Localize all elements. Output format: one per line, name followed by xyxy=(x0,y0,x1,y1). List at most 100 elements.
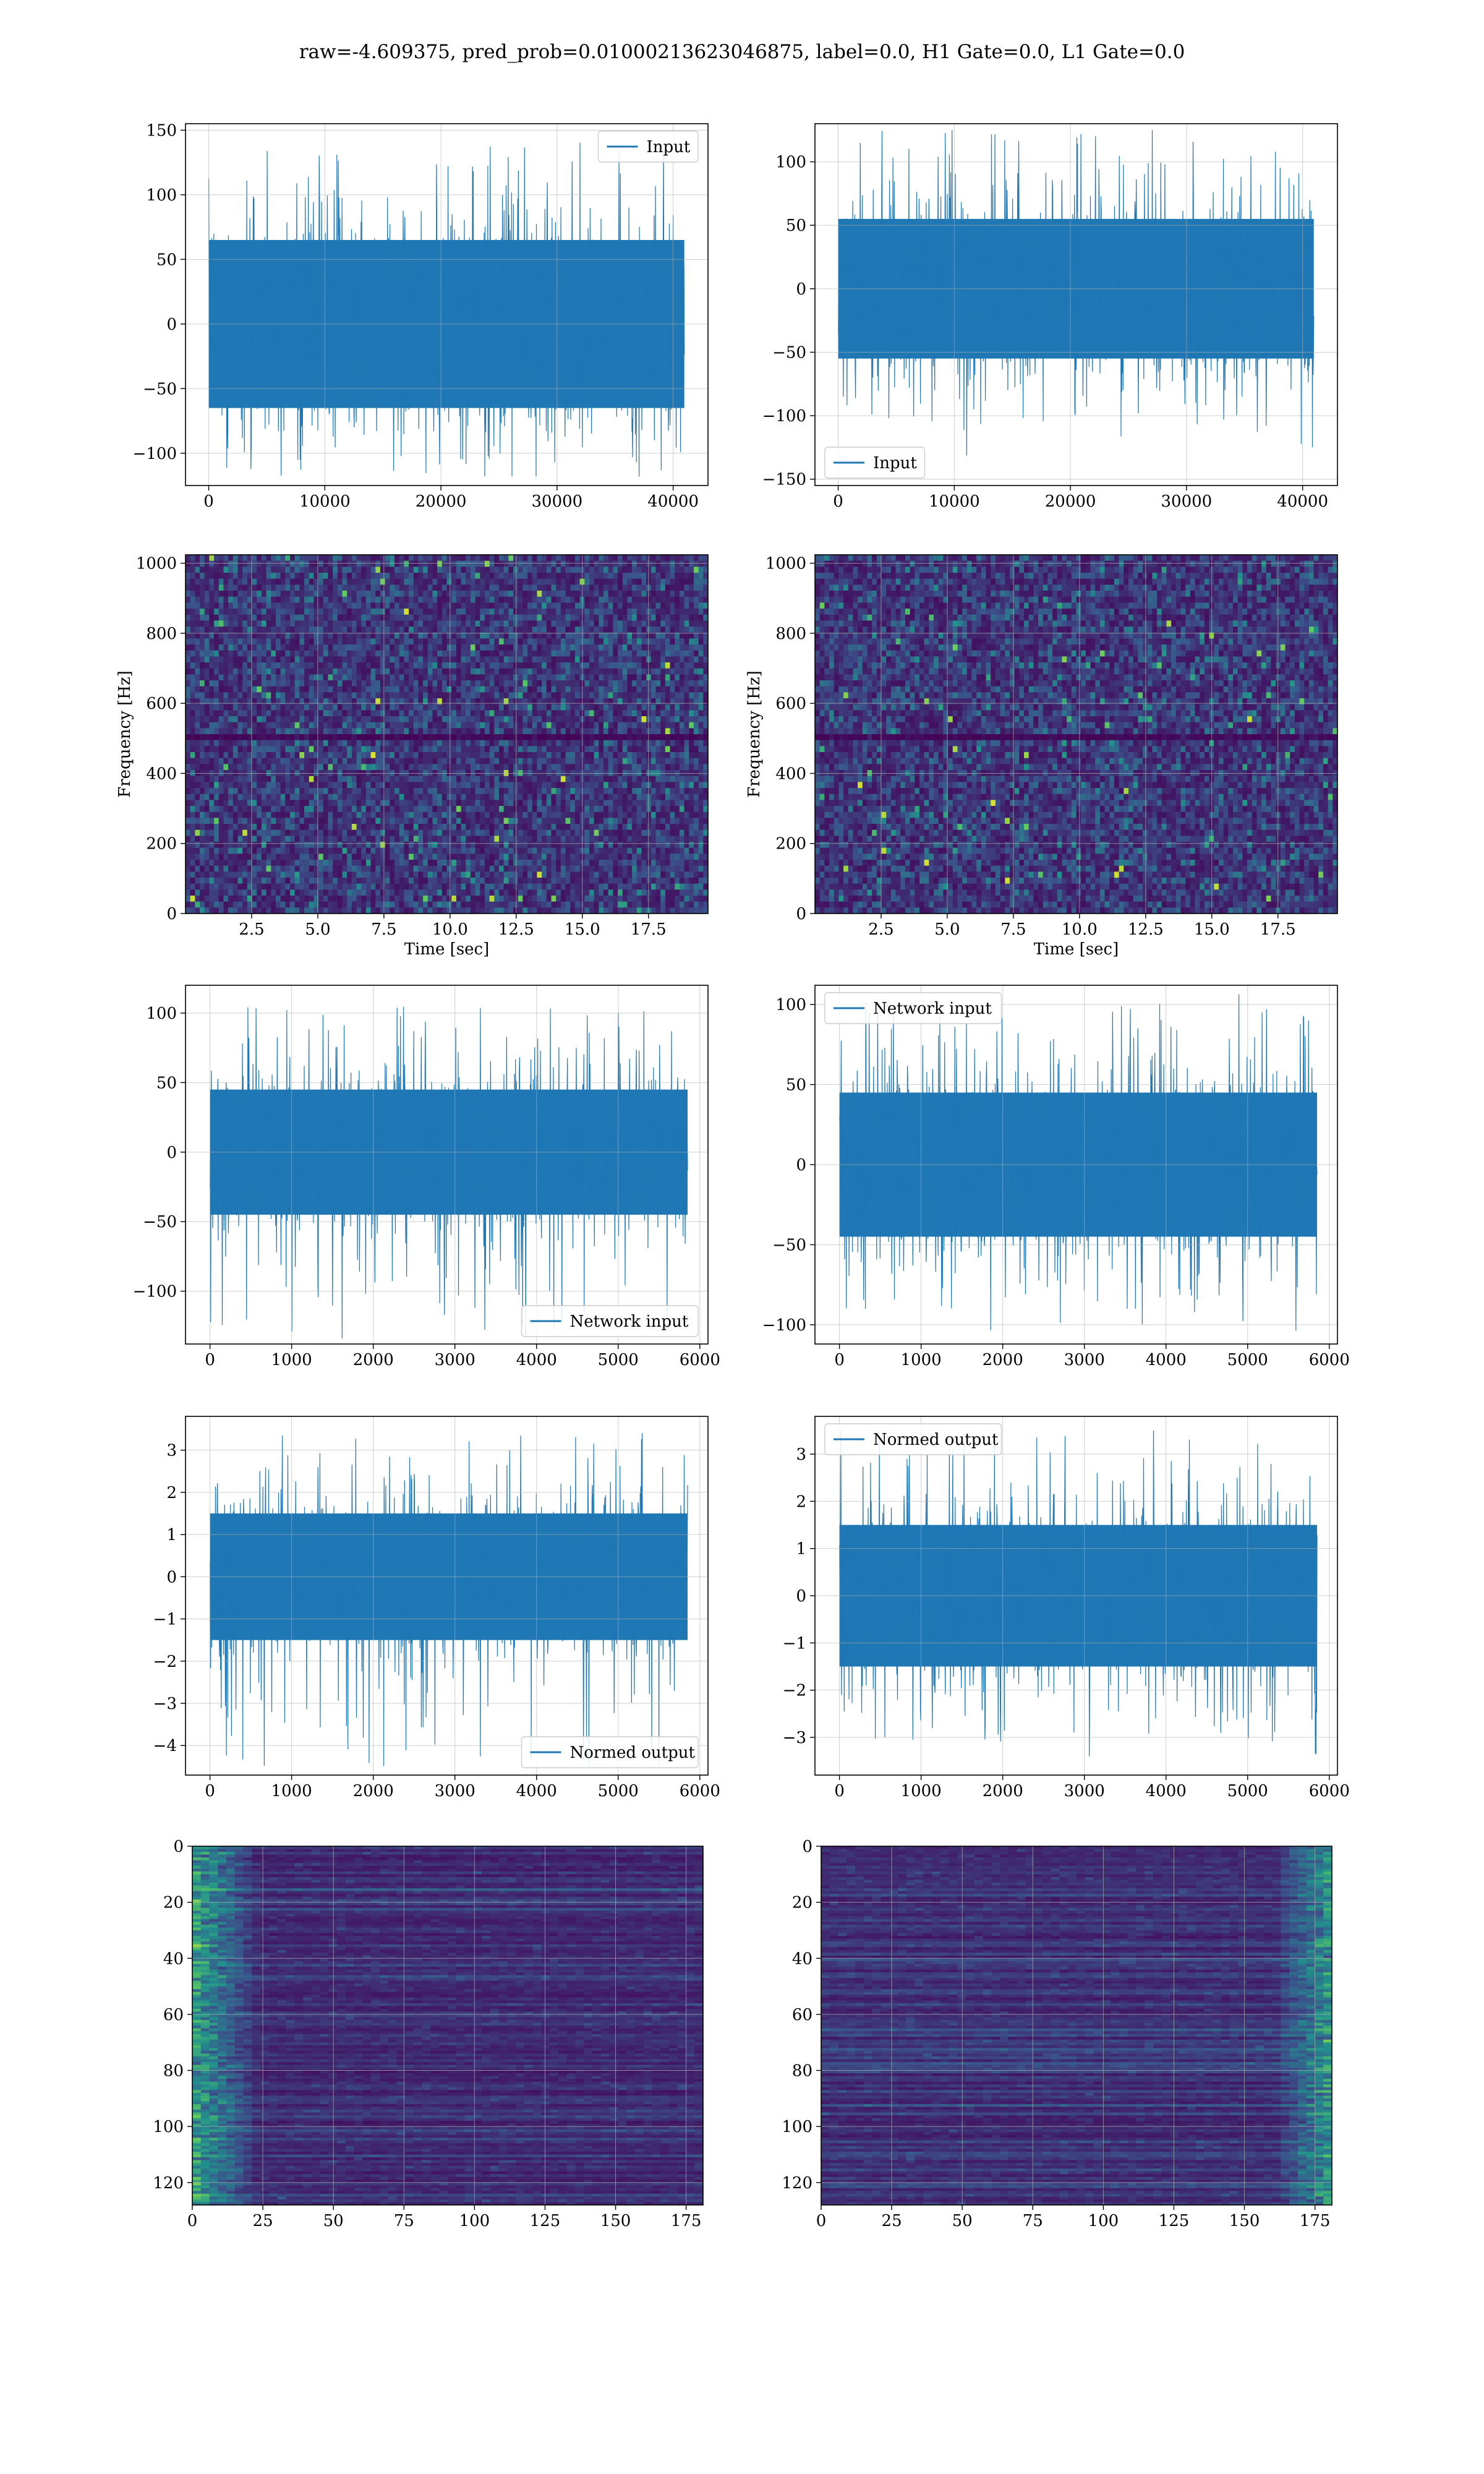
heat-cell xyxy=(537,662,542,669)
heat-cell xyxy=(261,854,267,860)
heat-cell xyxy=(503,560,509,567)
heat-cell xyxy=(261,818,267,824)
heat-cell xyxy=(441,836,448,842)
heat-cell xyxy=(542,878,547,884)
heat-cell xyxy=(232,567,239,573)
heat-cell xyxy=(513,764,519,771)
heat-cell xyxy=(385,722,390,729)
heat-cell xyxy=(361,878,367,884)
heat-cell xyxy=(361,865,367,872)
heat-cell xyxy=(522,674,528,681)
heat-cell xyxy=(204,776,210,782)
heat-cell xyxy=(186,650,191,657)
heat-cell xyxy=(261,782,267,789)
heat-cell xyxy=(413,722,419,729)
heat-cell xyxy=(290,746,296,753)
heat-cell xyxy=(546,734,552,741)
heat-cell xyxy=(313,896,319,902)
heat-cell xyxy=(394,698,400,705)
heat-cell xyxy=(380,752,386,759)
heat-cell xyxy=(418,865,424,872)
heat-cell xyxy=(513,584,519,591)
heat-cell xyxy=(394,728,400,735)
heat-cell xyxy=(337,860,343,867)
heat-cell xyxy=(313,567,319,573)
heat-cell xyxy=(309,632,315,639)
heat-cell xyxy=(290,710,296,717)
heat-cell xyxy=(333,746,338,753)
heat-cell xyxy=(342,644,348,651)
heat-cell xyxy=(294,746,300,753)
heat-cell xyxy=(223,602,229,609)
heat-cell xyxy=(404,889,409,896)
heat-cell xyxy=(266,609,271,615)
heat-cell xyxy=(304,865,310,872)
heat-cell xyxy=(375,752,381,759)
heat-cell xyxy=(309,746,315,753)
heat-cell xyxy=(209,829,215,836)
heat-cell xyxy=(186,632,191,639)
heat-cell xyxy=(190,644,195,651)
heat-cell xyxy=(195,578,200,585)
heat-cell xyxy=(570,560,576,567)
heat-cell xyxy=(418,752,424,759)
heat-cell xyxy=(484,704,490,711)
heat-cell xyxy=(532,776,538,782)
input-right: 0 10000 20000 30000 40000−150−100−50050100In… xyxy=(762,123,1338,511)
heat-cell xyxy=(394,800,400,807)
heat-cell xyxy=(399,883,404,890)
heat-cell xyxy=(328,854,333,860)
heat-cell xyxy=(489,842,495,849)
heat-cell xyxy=(228,722,234,729)
heat-cell xyxy=(351,836,357,842)
heat-cell xyxy=(247,609,253,615)
heat-cell xyxy=(356,871,362,878)
heat-cell xyxy=(228,602,234,609)
heat-cell xyxy=(323,638,329,645)
heat-cell xyxy=(461,889,466,896)
heat-cell xyxy=(570,584,576,591)
heat-cell xyxy=(223,860,229,867)
heat-cell xyxy=(466,788,471,795)
heat-cell xyxy=(532,758,538,764)
heat-cell xyxy=(252,865,257,872)
heat-cell xyxy=(409,901,414,908)
heat-cell xyxy=(318,818,324,824)
heat-cell xyxy=(356,746,362,753)
heat-cell xyxy=(556,746,561,753)
heat-cell xyxy=(475,722,480,729)
heat-cell xyxy=(247,555,253,562)
heat-cell xyxy=(318,896,324,902)
heat-cell xyxy=(451,596,457,603)
heat-cell xyxy=(280,614,286,621)
heat-cell xyxy=(290,632,296,639)
heat-cell xyxy=(190,811,195,818)
heat-cell xyxy=(209,662,215,669)
heat-cell xyxy=(432,674,438,681)
heat-cell xyxy=(337,854,343,860)
heat-cell xyxy=(499,854,505,860)
heat-cell xyxy=(328,609,333,615)
heat-cell xyxy=(370,794,376,800)
heat-cell xyxy=(271,698,276,705)
heat-cell xyxy=(451,829,457,836)
heat-cell xyxy=(499,632,505,639)
heat-cell xyxy=(257,650,262,657)
heat-cell xyxy=(247,907,253,914)
heat-cell xyxy=(228,567,234,573)
heat-cell xyxy=(318,573,324,580)
heat-cell xyxy=(242,907,248,914)
heat-cell xyxy=(513,794,519,800)
heat-cell xyxy=(232,782,239,789)
heat-cell xyxy=(333,811,338,818)
heat-cell xyxy=(342,674,348,681)
heat-cell xyxy=(242,860,248,867)
heat-cell xyxy=(247,692,253,699)
heat-cell xyxy=(480,794,485,800)
heat-cell xyxy=(565,794,571,800)
heat-cell xyxy=(280,806,286,813)
heat-cell xyxy=(522,752,528,759)
heat-cell xyxy=(370,704,376,711)
heat-cell xyxy=(565,746,571,753)
heat-cell xyxy=(451,555,457,562)
